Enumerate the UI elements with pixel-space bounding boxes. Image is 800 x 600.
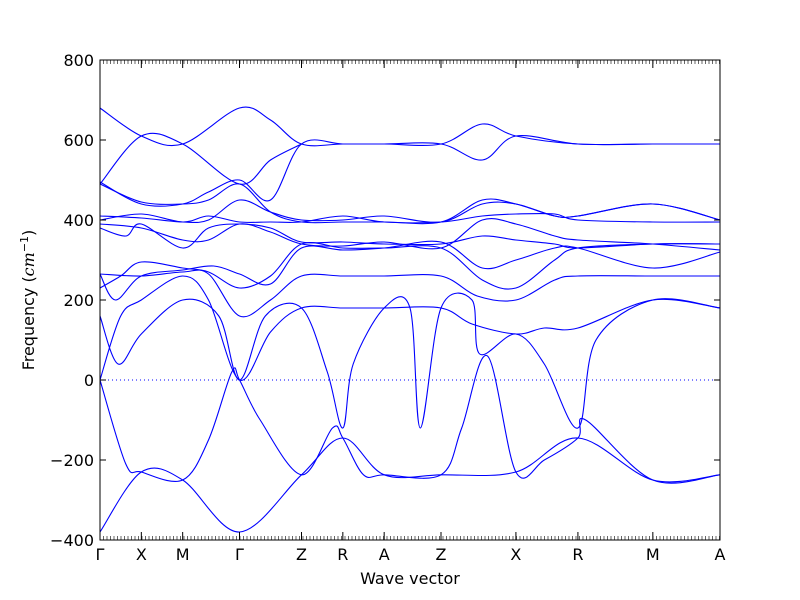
y-axis-title-unit: cm <box>19 252 38 276</box>
y-axis-title-exponent: −1 <box>18 236 31 252</box>
x-tick-label: Γ <box>96 545 105 564</box>
y-tick-label: 400 <box>63 211 94 230</box>
plot-frame <box>99 59 721 541</box>
y-axis-title-suffix: ) <box>19 230 38 236</box>
y-tick-label: 0 <box>84 371 94 390</box>
x-tick-label: Z <box>436 545 447 564</box>
x-tick-label: A <box>379 545 390 564</box>
y-tick-label: 600 <box>63 131 94 150</box>
x-tick-label: Γ <box>235 545 244 564</box>
band-line-6 <box>99 241 721 290</box>
y-axis-title-prefix: Frequency ( <box>19 276 38 370</box>
band-line-14 <box>99 106 720 147</box>
band-line-13 <box>99 134 720 207</box>
band-line-5 <box>99 269 720 318</box>
band-series-group <box>99 106 721 533</box>
band-line-4 <box>99 275 721 381</box>
y-axis-ticks: −400 −200 0 200 400 600 800 <box>50 51 720 550</box>
band-line-9 <box>99 218 721 251</box>
band-line-10 <box>99 212 721 224</box>
x-tick-label: X <box>136 545 147 564</box>
band-line-1 <box>99 437 721 533</box>
band-line-2 <box>99 355 721 484</box>
x-tick-label: X <box>510 545 521 564</box>
band-line-3 <box>99 292 721 429</box>
x-tick-label: M <box>646 545 660 564</box>
y-tick-label: −400 <box>50 531 94 550</box>
band-line-12 <box>99 183 721 225</box>
x-tick-label: R <box>572 545 583 564</box>
x-tick-label: A <box>715 545 726 564</box>
y-axis-title: Frequency (cm−1) <box>18 230 39 371</box>
band-line-8 <box>99 223 721 249</box>
band-line-15 <box>99 132 302 185</box>
x-tick-label: R <box>337 545 348 564</box>
y-tick-label: 200 <box>63 291 94 310</box>
x-tick-label: M <box>176 545 190 564</box>
x-tick-label: Z <box>296 545 307 564</box>
y-tick-label: −200 <box>50 451 94 470</box>
x-axis-title: Wave vector <box>360 569 460 588</box>
y-tick-label: 800 <box>63 51 94 70</box>
